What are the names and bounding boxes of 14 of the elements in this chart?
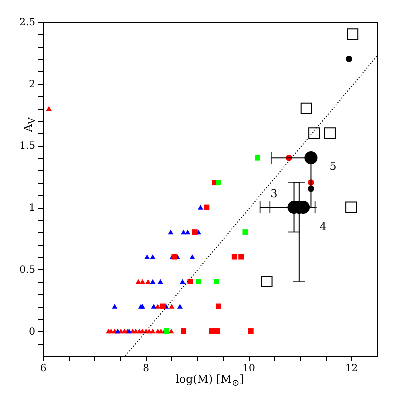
x-tick-label: 10 <box>242 364 256 374</box>
x-tick-label: 8 <box>143 364 150 374</box>
annotation: 5 <box>330 160 337 174</box>
y-tick-label: 0.5 <box>20 264 36 276</box>
annotation: 4 <box>320 220 327 234</box>
y-tick-label: 2.5 <box>20 18 36 28</box>
y-tick-label: 1.5 <box>20 141 36 152</box>
y-tick-label: 1 <box>29 203 36 214</box>
x-axis-title: log(M) [M$_{⊙}$] <box>176 373 244 390</box>
annotation: 3 <box>270 188 278 201</box>
x-tick-label: 12 <box>345 364 358 374</box>
y-tick-label: 0 <box>29 326 36 338</box>
y-tick-label: 2 <box>29 79 36 90</box>
x-tick-label: 6 <box>40 364 47 374</box>
